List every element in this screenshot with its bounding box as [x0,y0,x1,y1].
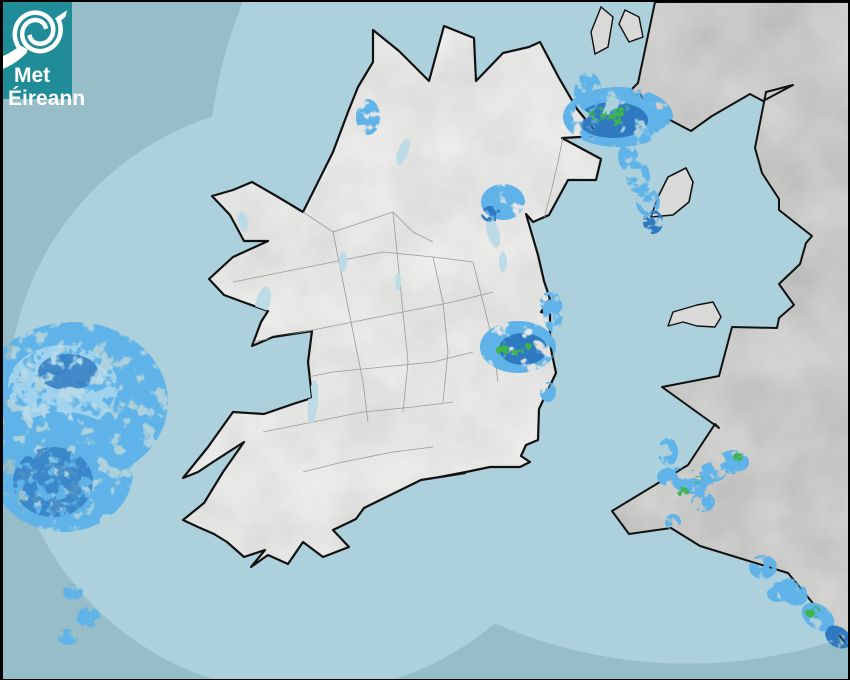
svg-text:Éireann: Éireann [8,87,85,110]
svg-text:Met: Met [14,64,50,87]
